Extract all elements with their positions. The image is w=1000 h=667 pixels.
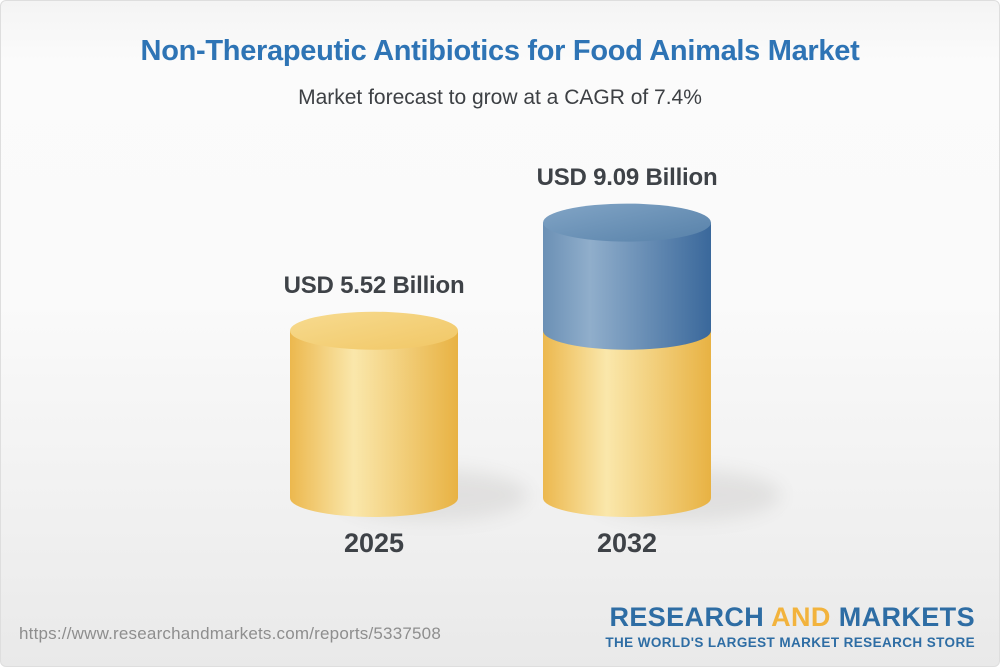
- brand-logo: RESEARCH AND MARKETS THE WORLD'S LARGEST…: [605, 603, 975, 650]
- logo-word-markets: MARKETS: [838, 602, 975, 632]
- chart-subtitle: Market forecast to grow at a CAGR of 7.4…: [298, 86, 702, 109]
- bar-value-label: USD 5.52 Billion: [283, 271, 465, 299]
- chart-header: Non-Therapeutic Antibiotics for Food Ani…: [1, 1, 999, 111]
- logo-word-research: RESEARCH: [609, 602, 765, 632]
- bar-segment-blue: [543, 222, 711, 350]
- bar-top-ellipse: [290, 311, 458, 350]
- brand-logo-wordmark: RESEARCH AND MARKETS: [605, 603, 975, 631]
- report-url: https://www.researchandmarkets.com/repor…: [19, 624, 441, 643]
- bar-segment-gold: [290, 330, 458, 517]
- bar-top-ellipse: [543, 203, 711, 242]
- brand-logo-tagline: THE WORLD'S LARGEST MARKET RESEARCH STOR…: [605, 635, 975, 650]
- logo-word-and: AND: [771, 602, 831, 632]
- bar-value-label: USD 9.09 Billion: [536, 163, 718, 191]
- bar-category-label: 2025: [343, 528, 405, 558]
- chart-title: Non-Therapeutic Antibiotics for Food Ani…: [140, 35, 860, 67]
- bar-category-label: 2032: [596, 528, 658, 558]
- bar-segment-gold: [543, 330, 711, 517]
